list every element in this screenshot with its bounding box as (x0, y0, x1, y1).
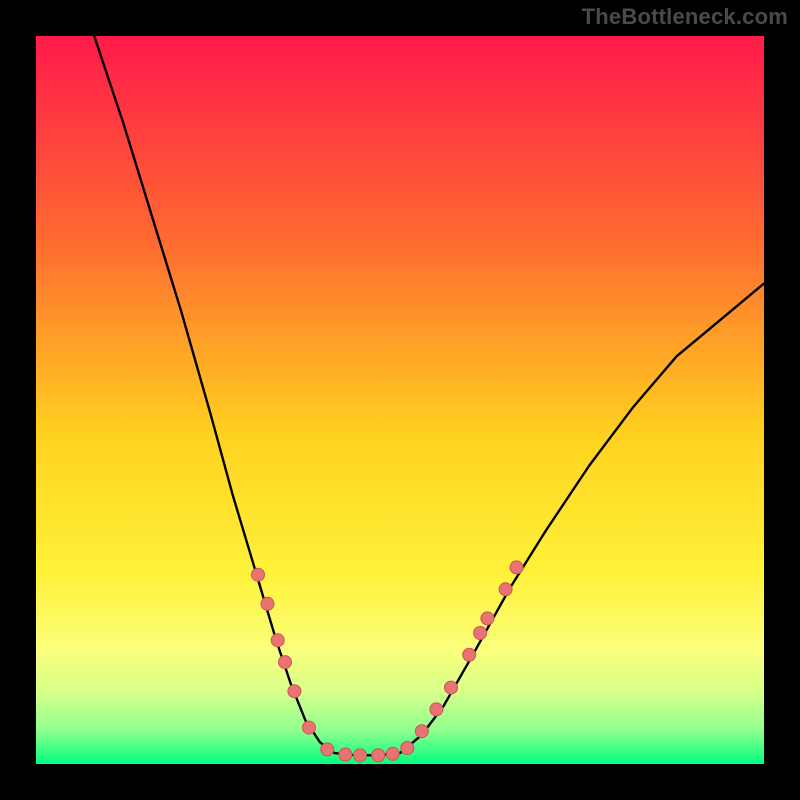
data-marker (279, 656, 292, 669)
data-marker (321, 743, 334, 756)
plot-gradient-background (36, 36, 764, 764)
data-marker (372, 749, 385, 762)
data-marker (261, 597, 274, 610)
data-marker (474, 627, 487, 640)
data-marker (303, 721, 316, 734)
data-marker (288, 685, 301, 698)
data-marker (499, 583, 512, 596)
data-marker (430, 703, 443, 716)
data-marker (401, 742, 414, 755)
data-marker (463, 648, 476, 661)
data-marker (510, 561, 523, 574)
data-marker (415, 725, 428, 738)
data-marker (445, 681, 458, 694)
data-marker (354, 749, 367, 762)
data-marker (481, 612, 494, 625)
data-marker (339, 748, 352, 761)
data-marker (386, 747, 399, 760)
data-marker (252, 568, 265, 581)
watermark-text: TheBottleneck.com (582, 4, 788, 30)
data-marker (271, 634, 284, 647)
bottleneck-chart (0, 0, 800, 800)
chart-stage: TheBottleneck.com (0, 0, 800, 800)
